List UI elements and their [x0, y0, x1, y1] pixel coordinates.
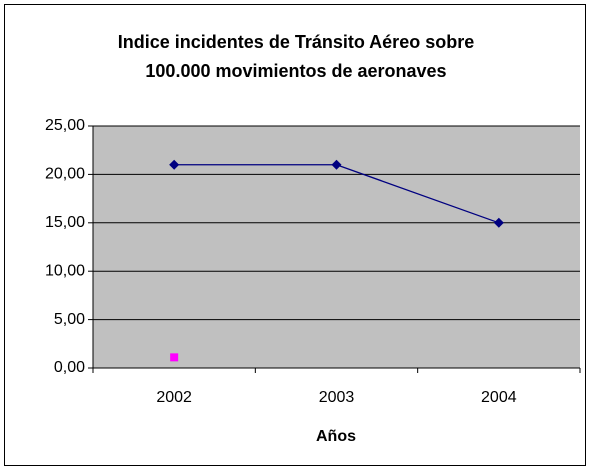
y-tick-label: 15,00	[45, 214, 85, 231]
point	[170, 353, 179, 362]
chart-title: 100.000 movimientos de aeronaves	[145, 61, 446, 81]
x-axis-label: Años	[316, 428, 356, 445]
y-tick-label: 20,00	[45, 166, 85, 183]
chart-title: Indice incidentes de Tránsito Aéreo sobr…	[118, 32, 474, 52]
x-tick-label: 2004	[481, 389, 517, 406]
point	[493, 217, 504, 228]
y-tick-label: 25,00	[45, 117, 85, 134]
point	[169, 159, 180, 170]
y-tick-label: 5,00	[54, 311, 85, 328]
point	[331, 159, 342, 170]
x-tick-label: 2003	[319, 389, 355, 406]
y-tick-label: 0,00	[54, 359, 85, 376]
y-tick-label: 10,00	[45, 262, 85, 279]
x-tick-label: 2002	[156, 389, 192, 406]
